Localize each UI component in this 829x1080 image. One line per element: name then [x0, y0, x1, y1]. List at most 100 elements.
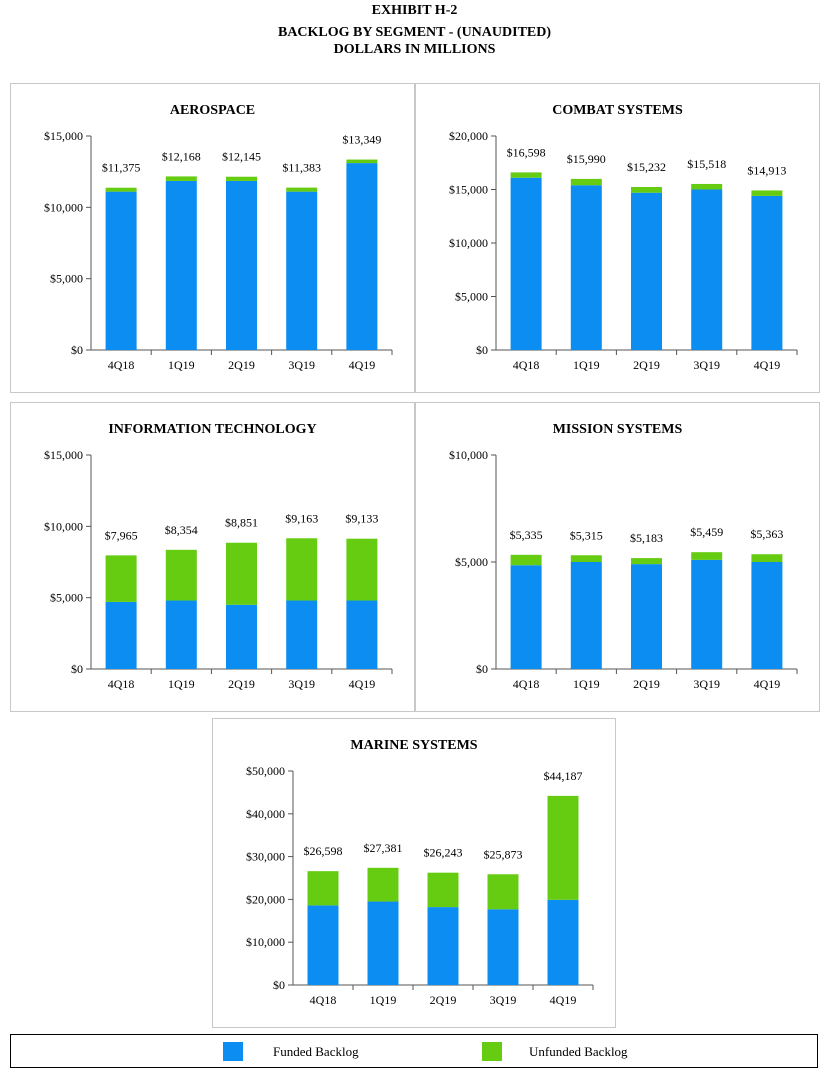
unfunded-bar — [751, 190, 783, 196]
bar-total-label: $16,598 — [507, 145, 546, 159]
y-tick-label: $40,000 — [246, 807, 285, 821]
bar-total-label: $11,383 — [282, 161, 321, 175]
y-tick-label: $0 — [476, 662, 488, 676]
combat-systems-chart: COMBAT SYSTEMS $0 $5,000 $10,000 $15,000 $20,… — [449, 103, 798, 372]
x-tick-label: 3Q19 — [490, 993, 517, 1007]
information-technology-chart-panel: INFORMATION TECHNOLOGY $0 $5,000 $10,000 $15… — [10, 402, 415, 712]
x-tick-label: 3Q19 — [693, 358, 720, 372]
y-tick-label: $10,000 — [44, 200, 83, 214]
bar-total-label: $14,913 — [747, 163, 786, 177]
x-tick-label: 1Q19 — [168, 358, 195, 372]
unfunded-bar — [346, 159, 378, 164]
x-tick-label: 2Q19 — [228, 677, 255, 691]
unfunded-bar — [105, 187, 137, 192]
x-tick-label: 3Q19 — [693, 677, 720, 691]
bar-total-label: $15,518 — [687, 157, 726, 171]
unfunded-bar — [487, 874, 519, 910]
funded-bar — [226, 180, 257, 350]
funded-bar — [307, 905, 339, 985]
y-tick-label: $10,000 — [246, 935, 285, 949]
bar-total-label: $5,315 — [570, 528, 603, 542]
funded-bar — [367, 901, 399, 985]
aerospace-chart: AEROSPACE $0 $5,000 $10,000 $15,000 $11,375 4Q… — [44, 103, 393, 372]
unfunded-bar — [510, 172, 542, 178]
x-tick-label: 1Q19 — [573, 358, 600, 372]
bar-total-label: $9,163 — [285, 511, 318, 525]
unfunded-bar — [105, 555, 137, 602]
marine-systems-chart-panel: MARINE SYSTEMS $0 $10,000 $20,000 $30,000 $40… — [212, 718, 616, 1028]
x-tick-label: 4Q19 — [754, 677, 781, 691]
funded-bar — [286, 191, 318, 350]
bar-total-label: $26,598 — [304, 844, 343, 858]
bar-total-label: $12,145 — [222, 150, 261, 164]
funded-bar — [427, 907, 459, 985]
funded-bar — [510, 565, 542, 669]
chart-title: MARINE SYSTEMS — [350, 738, 477, 753]
x-tick-label: 4Q19 — [349, 677, 376, 691]
y-tick-label: $15,000 — [44, 129, 83, 143]
unfunded-bar — [427, 872, 459, 908]
bar-total-label: $15,990 — [567, 152, 606, 166]
funded-bar — [105, 601, 137, 669]
bar-total-label: $5,363 — [750, 527, 783, 541]
page-title: BACKLOG BY SEGMENT - (UNAUDITED) — [277, 25, 552, 40]
y-tick-label: $5,000 — [455, 290, 488, 304]
mission-systems-chart: MISSION SYSTEMS $0 $5,000 $10,000 $5,335 4Q18… — [449, 422, 798, 691]
unfunded-bar — [691, 183, 723, 190]
x-tick-label: 2Q19 — [633, 358, 660, 372]
chart-title: MISSION SYSTEMS — [553, 422, 683, 437]
unfunded-bar — [631, 187, 662, 193]
x-tick-label: 2Q19 — [633, 677, 660, 691]
bar-total-label: $27,381 — [364, 841, 403, 855]
combat-systems-chart-panel: COMBAT SYSTEMS $0 $5,000 $10,000 $15,000 $20,… — [415, 83, 820, 393]
unfunded-bar — [165, 549, 197, 601]
x-tick-label: 4Q18 — [108, 358, 135, 372]
bar-total-label: $7,965 — [105, 528, 138, 542]
x-tick-label: 4Q18 — [108, 677, 135, 691]
bar-total-label: $5,335 — [510, 528, 543, 542]
y-tick-label: $15,000 — [44, 448, 83, 462]
bar-total-label: $15,232 — [627, 160, 666, 174]
unfunded-bar — [307, 871, 339, 906]
funded-bar — [286, 600, 318, 669]
unfunded-legend-label: Unfunded Backlog — [529, 1044, 628, 1059]
legend: Funded Backlog Unfunded Backlog — [10, 1034, 818, 1068]
y-tick-label: $50,000 — [246, 764, 285, 778]
x-tick-label: 3Q19 — [288, 358, 315, 372]
x-tick-label: 4Q19 — [349, 358, 376, 372]
bar-total-label: $13,349 — [342, 133, 381, 147]
aerospace-chart-panel: AEROSPACE $0 $5,000 $10,000 $15,000 $11,375 4Q… — [10, 83, 415, 393]
x-tick-label: 1Q19 — [573, 677, 600, 691]
y-tick-label: $0 — [71, 662, 83, 676]
y-tick-label: $10,000 — [449, 236, 488, 250]
y-tick-label: $10,000 — [449, 448, 488, 462]
chart-title: COMBAT SYSTEMS — [552, 103, 683, 118]
funded-bar — [631, 192, 662, 350]
y-tick-label: $0 — [71, 343, 83, 357]
y-tick-label: $15,000 — [449, 183, 488, 197]
x-tick-label: 4Q19 — [550, 993, 577, 1007]
bar-total-label: $12,168 — [162, 149, 201, 163]
funded-bar — [631, 564, 662, 669]
x-tick-label: 4Q18 — [513, 677, 540, 691]
funded-bar — [751, 195, 783, 350]
unfunded-bar — [346, 538, 378, 601]
funded-bar — [547, 899, 579, 985]
funded-bar — [487, 909, 519, 985]
unfunded-bar — [547, 795, 579, 900]
x-tick-label: 1Q19 — [168, 677, 195, 691]
funded-bar — [691, 189, 723, 350]
unfunded-bar — [631, 558, 662, 565]
unfunded-bar — [570, 555, 602, 562]
bar-total-label: $5,183 — [630, 531, 663, 545]
x-tick-label: 1Q19 — [370, 993, 397, 1007]
funded-bar — [570, 562, 602, 669]
funded-bar — [226, 604, 257, 669]
bar-total-label: $26,243 — [424, 846, 463, 860]
mission-systems-chart-panel: MISSION SYSTEMS $0 $5,000 $10,000 $5,335 4Q18… — [415, 402, 820, 712]
unfunded-bar — [286, 187, 318, 192]
page-subtitle: DOLLARS IN MILLIONS — [333, 42, 496, 57]
exhibit-label: EXHIBIT H-2 — [371, 3, 458, 18]
y-tick-label: $5,000 — [50, 591, 83, 605]
unfunded-bar — [367, 867, 399, 902]
